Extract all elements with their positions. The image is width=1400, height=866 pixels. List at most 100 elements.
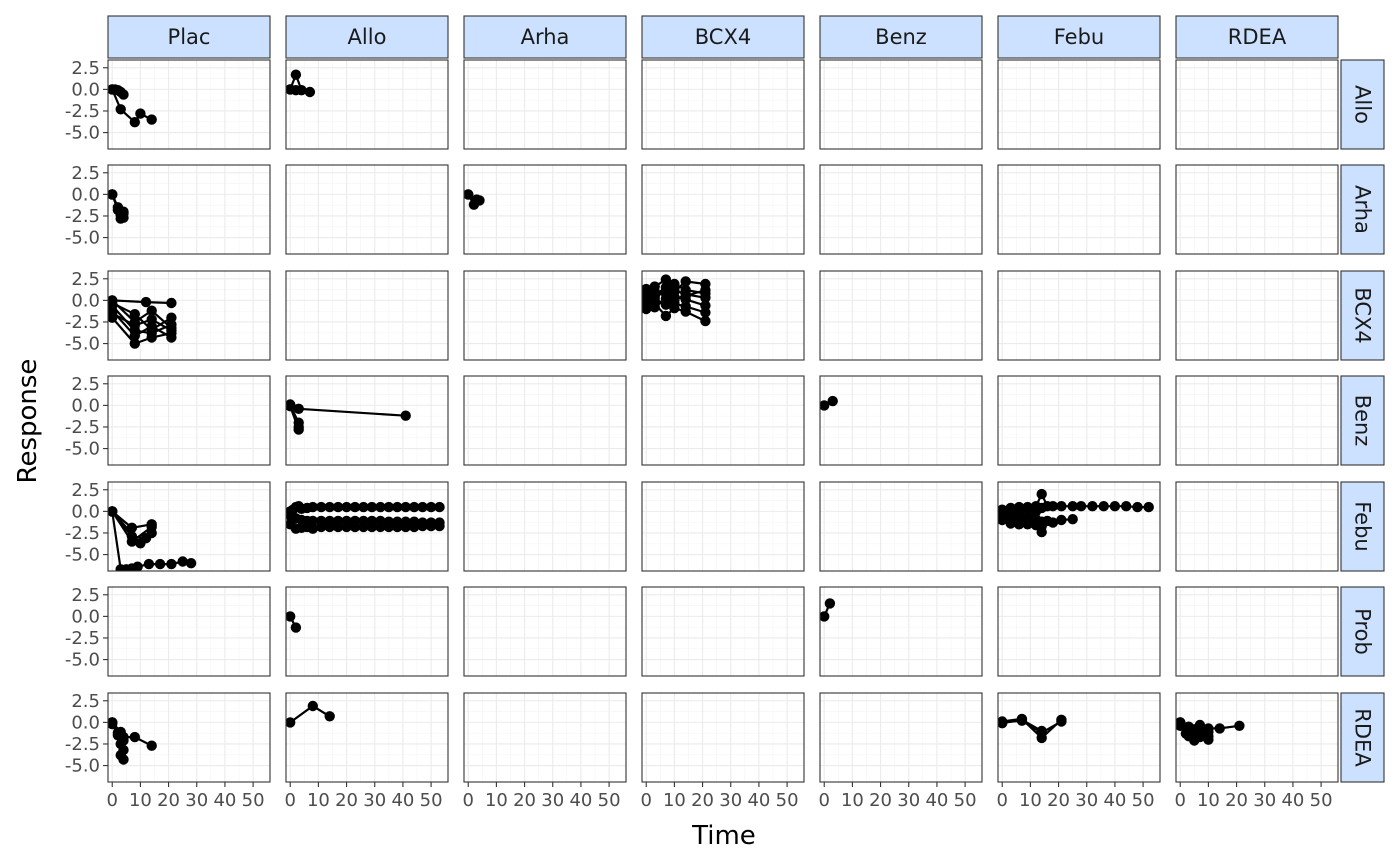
row-strip-label: Febu bbox=[1351, 501, 1375, 552]
panel-background bbox=[286, 165, 448, 254]
panel-background bbox=[1176, 376, 1338, 465]
y-tick-label: 2.5 bbox=[71, 374, 100, 395]
panel-border bbox=[641, 270, 805, 361]
panel-background bbox=[1176, 271, 1338, 360]
panel-benz-febu bbox=[997, 375, 1161, 466]
data-point bbox=[129, 320, 140, 331]
panel-border bbox=[463, 270, 627, 361]
column-strip-background bbox=[107, 15, 271, 59]
panel-data bbox=[820, 395, 838, 411]
data-point bbox=[286, 399, 296, 410]
data-point bbox=[129, 309, 140, 320]
panel-border bbox=[997, 586, 1161, 677]
panel-data bbox=[108, 506, 197, 571]
panel-border bbox=[1175, 586, 1339, 677]
panel-background bbox=[820, 482, 982, 571]
panel-background bbox=[1176, 587, 1338, 676]
panel-rdea-rdea bbox=[1175, 692, 1339, 783]
data-point bbox=[112, 727, 124, 738]
panel-border bbox=[819, 270, 983, 361]
data-point bbox=[118, 89, 129, 100]
data-point bbox=[1121, 501, 1132, 512]
panel-prob-arha bbox=[463, 586, 627, 677]
x-tick-label: 40 bbox=[1103, 790, 1126, 811]
data-point bbox=[366, 501, 378, 513]
x-tick-label: 30 bbox=[185, 790, 208, 811]
column-strip-background bbox=[463, 15, 627, 59]
data-point bbox=[383, 501, 394, 513]
x-tick-label: 50 bbox=[598, 790, 621, 811]
data-point bbox=[1214, 723, 1225, 734]
column-strip-label: BCX4 bbox=[695, 25, 751, 49]
panel-border bbox=[285, 375, 449, 466]
panel-border bbox=[819, 692, 983, 783]
data-point bbox=[998, 514, 1008, 526]
panel-background bbox=[464, 60, 626, 149]
data-point bbox=[154, 558, 166, 570]
x-tick-label: 20 bbox=[335, 790, 358, 811]
panel-background bbox=[286, 376, 448, 465]
row-strip: Arha bbox=[1340, 164, 1385, 255]
data-point bbox=[1067, 501, 1078, 512]
data-point bbox=[166, 325, 177, 336]
panel-border bbox=[641, 586, 805, 677]
column-strip-label: Febu bbox=[1054, 25, 1105, 49]
data-point bbox=[660, 286, 672, 297]
data-point bbox=[307, 523, 318, 534]
x-tick-label: 30 bbox=[363, 790, 386, 811]
column-strip: RDEA bbox=[1175, 15, 1339, 59]
panel-background bbox=[108, 376, 270, 465]
data-point bbox=[126, 522, 138, 533]
panel-border bbox=[285, 59, 449, 150]
y-tick-label: -5.0 bbox=[65, 228, 100, 249]
x-tick-label: 10 bbox=[307, 790, 330, 811]
panel-background bbox=[1176, 482, 1338, 571]
column-strip: Allo bbox=[285, 15, 449, 59]
data-point bbox=[290, 85, 302, 96]
panel-border bbox=[107, 59, 271, 150]
data-point bbox=[349, 521, 361, 533]
panel-border bbox=[107, 375, 271, 466]
data-point bbox=[669, 295, 680, 306]
data-point bbox=[417, 520, 428, 532]
panel-border bbox=[997, 481, 1161, 572]
data-point bbox=[358, 501, 369, 513]
panels-layer bbox=[107, 59, 1339, 783]
row-strip-label: Benz bbox=[1351, 395, 1375, 447]
row-strip-label: Arha bbox=[1351, 185, 1375, 234]
y-axis-title: Response bbox=[13, 359, 43, 484]
data-point bbox=[108, 308, 118, 319]
panel-bcx4-febu bbox=[997, 270, 1161, 361]
x-axis: 0 10 20 30 40 50 0 10 20 30 40 50 0 10 20 30 40 50 0 10 20 30… bbox=[106, 782, 1333, 811]
panel-border bbox=[819, 164, 983, 255]
panel-benz-benz bbox=[819, 375, 983, 466]
panel-rdea-arha bbox=[463, 692, 627, 783]
panel-febu-arha bbox=[463, 481, 627, 572]
panel-febu-benz bbox=[819, 481, 983, 572]
panel-border bbox=[641, 481, 805, 572]
panel-benz-plac bbox=[107, 375, 271, 466]
data-point bbox=[140, 533, 152, 544]
data-point bbox=[332, 501, 344, 513]
panel-febu-rdea bbox=[1175, 481, 1339, 572]
x-tick-label: 50 bbox=[242, 790, 265, 811]
column-strip: Arha bbox=[463, 15, 627, 59]
panel-background bbox=[642, 587, 804, 676]
data-point bbox=[1186, 725, 1197, 737]
data-point bbox=[392, 501, 403, 513]
panel-allo-febu bbox=[997, 59, 1161, 150]
y-tick-label: -5.0 bbox=[65, 756, 100, 777]
data-point bbox=[118, 735, 129, 746]
data-point bbox=[1234, 720, 1245, 731]
data-point bbox=[1098, 501, 1109, 512]
data-point bbox=[649, 291, 660, 303]
data-point bbox=[1005, 505, 1016, 516]
data-point bbox=[307, 700, 318, 712]
panel-border bbox=[107, 164, 271, 255]
panel-border bbox=[641, 692, 805, 783]
panel-border bbox=[107, 481, 271, 572]
data-point bbox=[324, 501, 335, 513]
panel-border bbox=[997, 164, 1161, 255]
data-point bbox=[366, 521, 378, 533]
